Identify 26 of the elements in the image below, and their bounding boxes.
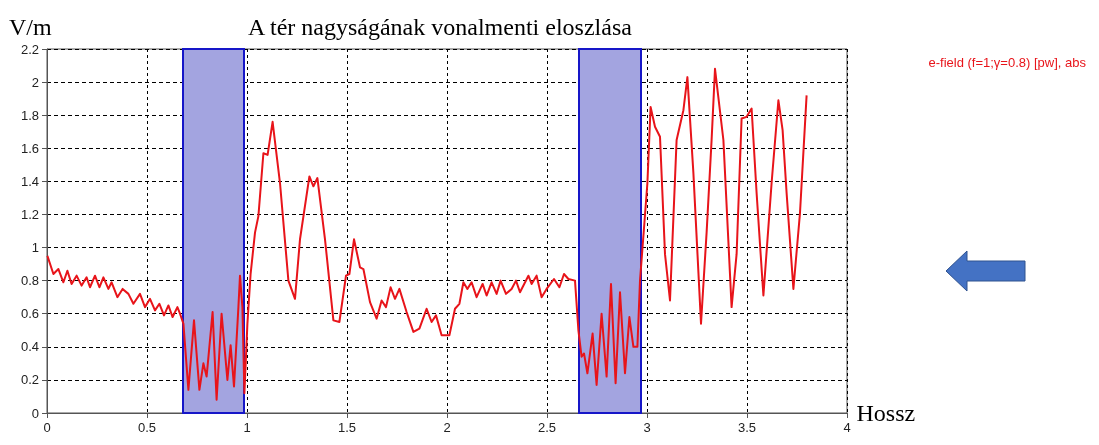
y-tick-label: 2	[31, 74, 39, 90]
x-tick-label: 3.5	[737, 420, 757, 435]
y-tick-label: 0.6	[20, 306, 39, 322]
line-series	[46, 67, 808, 401]
y-tick-label: 0.2	[20, 372, 39, 388]
y-tick-label: 1.6	[20, 140, 39, 156]
y-tick-label: 1.2	[20, 206, 39, 222]
x-tick-label: 1	[243, 420, 251, 435]
text: e-field (f=1;γ=0.8) [pw], abs	[928, 54, 1087, 70]
x-tick-label: 3	[643, 420, 651, 435]
x-tick-label: 0.5	[137, 420, 157, 435]
y-axis-title: V/m	[9, 14, 52, 40]
x-tick-label: 1.5	[337, 420, 357, 435]
y-tick-label: 2.2	[20, 41, 39, 57]
x-tick-label: 2.5	[537, 420, 557, 435]
x-axis-title: Hossz	[856, 400, 916, 426]
y-tick-label: 0.4	[20, 339, 39, 355]
y-tick-label: 1.8	[20, 107, 39, 123]
y-tick-label: 1.4	[20, 173, 39, 189]
x-tick-label: 0	[43, 420, 51, 435]
x-tick-label: 4	[843, 420, 851, 435]
y-tick-label: 0.8	[20, 273, 39, 289]
y-tick-label: 0	[31, 405, 39, 421]
y-tick-label: 1	[31, 240, 39, 256]
chart-title: A tér nagyságának vonalmenti eloszlása	[248, 14, 633, 40]
x-tick-label: 2	[443, 420, 451, 435]
